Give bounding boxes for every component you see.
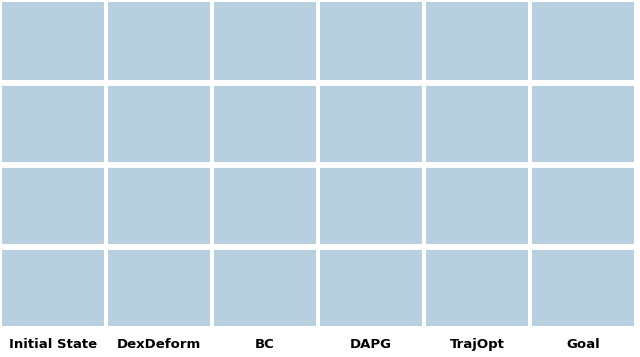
Text: Goal: Goal: [566, 338, 600, 351]
Text: TrajOpt: TrajOpt: [449, 338, 504, 351]
Text: BC: BC: [255, 338, 275, 351]
Text: Initial State: Initial State: [9, 338, 97, 351]
Text: DexDeform: DexDeform: [117, 338, 201, 351]
Text: DAPG: DAPG: [350, 338, 392, 351]
